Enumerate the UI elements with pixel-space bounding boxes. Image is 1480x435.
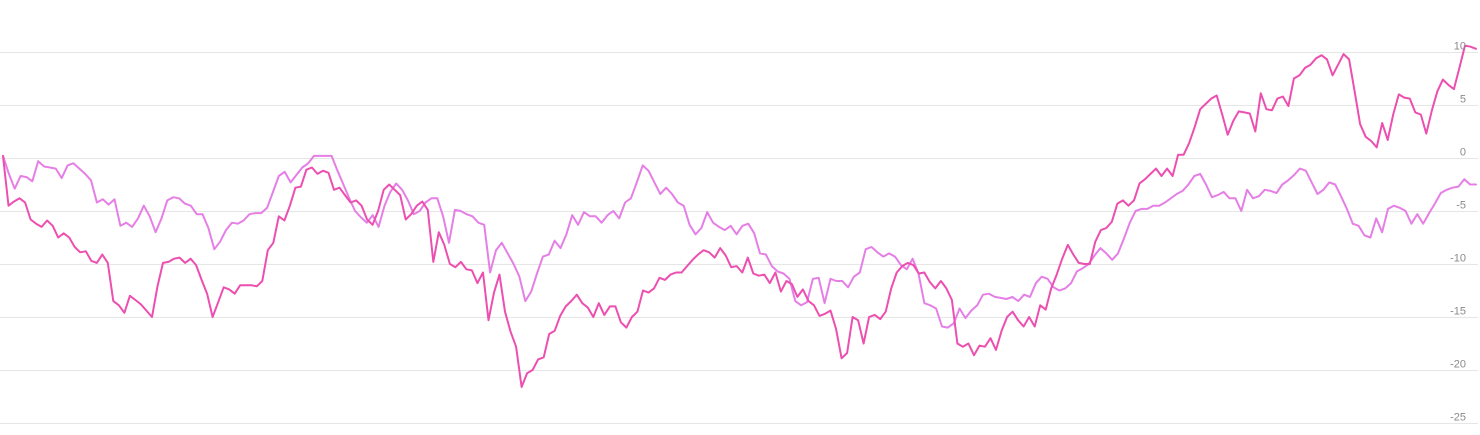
y-tick-label: 5 [1460, 94, 1466, 106]
series-line-1 [2, 44, 1477, 388]
y-tick-label: -10 [1450, 253, 1466, 265]
y-tick-label: -25 [1450, 412, 1466, 424]
y-tick-label: 0 [1460, 147, 1466, 159]
y-tick-label: 10 [1454, 41, 1466, 53]
y-tick-label: -20 [1450, 359, 1466, 371]
series-line-2 [2, 154, 1477, 329]
y-tick-label: -15 [1450, 306, 1466, 318]
grid-lines [0, 52, 1478, 424]
series-layer [2, 44, 1477, 388]
y-tick-label: -5 [1456, 200, 1466, 212]
y-axis-ticks: 10 5 0 -5 -10 -15 -20 -25 [1450, 41, 1466, 424]
